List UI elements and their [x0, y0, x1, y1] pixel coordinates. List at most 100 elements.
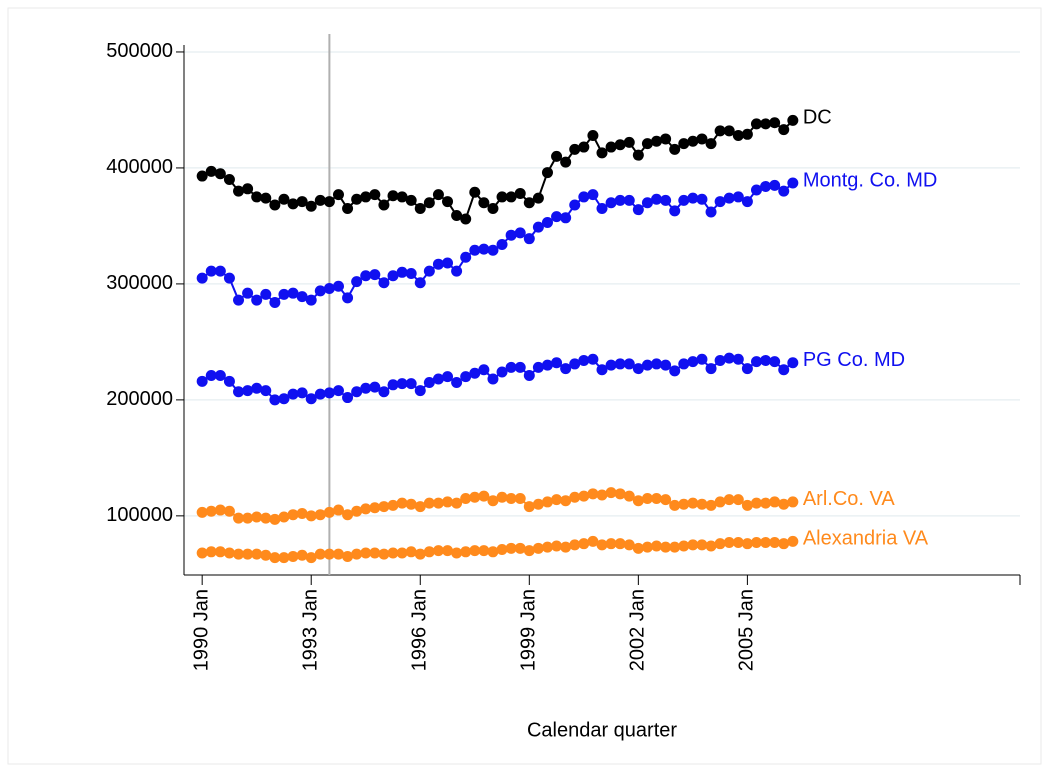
marker	[787, 496, 799, 508]
marker	[723, 125, 735, 137]
marker	[205, 165, 217, 177]
marker	[405, 546, 417, 558]
marker	[560, 541, 572, 553]
y-tick-label: 200000	[106, 388, 173, 410]
marker	[614, 538, 626, 550]
marker	[269, 199, 281, 211]
marker	[342, 550, 354, 562]
y-tick-label: 500000	[106, 40, 173, 62]
x-axis-title: Calendar quarter	[527, 719, 677, 741]
marker	[660, 133, 672, 145]
marker	[469, 545, 481, 557]
marker	[532, 361, 544, 373]
marker	[423, 376, 435, 388]
marker	[296, 387, 308, 399]
marker	[587, 535, 599, 547]
marker	[469, 367, 481, 379]
x-tick-label: 1990 Jan	[190, 589, 212, 671]
marker	[342, 392, 354, 404]
marker	[351, 386, 363, 398]
y-tick-label: 300000	[106, 272, 173, 294]
marker	[723, 352, 735, 364]
marker	[432, 189, 444, 201]
marker	[369, 189, 381, 201]
marker	[651, 358, 663, 370]
marker	[405, 267, 417, 279]
marker	[705, 363, 717, 375]
marker	[287, 550, 299, 562]
marker	[233, 294, 245, 306]
marker	[587, 488, 599, 500]
marker	[578, 141, 590, 153]
marker	[287, 287, 299, 299]
marker	[323, 548, 335, 560]
marker	[760, 180, 772, 192]
marker	[296, 196, 308, 208]
marker	[687, 192, 699, 204]
marker	[378, 277, 390, 289]
marker	[578, 538, 590, 550]
marker	[269, 552, 281, 564]
marker	[778, 185, 790, 197]
marker	[214, 504, 226, 516]
marker	[605, 359, 617, 371]
marker	[423, 497, 435, 509]
marker	[205, 265, 217, 277]
marker	[523, 501, 535, 513]
marker	[523, 370, 535, 382]
marker	[405, 194, 417, 206]
marker	[778, 498, 790, 510]
marker	[251, 294, 263, 306]
marker	[351, 505, 363, 517]
marker	[451, 209, 463, 221]
marker	[532, 221, 544, 233]
marker	[696, 498, 708, 510]
marker	[696, 353, 708, 365]
marker	[523, 545, 535, 557]
marker	[369, 547, 381, 559]
marker	[414, 548, 426, 560]
marker	[205, 370, 217, 382]
series-label: Montg. Co. MD	[803, 169, 937, 191]
marker	[551, 540, 563, 552]
marker	[669, 143, 681, 155]
marker	[432, 545, 444, 557]
marker	[278, 193, 290, 205]
marker	[442, 545, 454, 557]
marker	[351, 548, 363, 560]
marker	[387, 270, 399, 282]
marker	[660, 494, 672, 506]
marker	[242, 512, 254, 524]
marker	[451, 547, 463, 559]
marker	[487, 203, 499, 215]
marker	[378, 548, 390, 560]
marker	[396, 191, 408, 203]
marker	[660, 194, 672, 206]
marker	[423, 546, 435, 558]
marker	[632, 204, 644, 216]
marker	[596, 539, 608, 551]
marker	[714, 196, 726, 208]
marker	[378, 501, 390, 513]
marker	[505, 492, 517, 504]
marker	[196, 375, 208, 387]
marker	[214, 546, 226, 558]
marker	[523, 197, 535, 209]
marker	[741, 538, 753, 550]
marker	[342, 292, 354, 304]
marker	[214, 265, 226, 277]
marker	[405, 498, 417, 510]
marker	[251, 511, 263, 523]
marker	[769, 537, 781, 549]
marker	[323, 196, 335, 208]
marker	[669, 541, 681, 553]
marker	[496, 238, 508, 250]
marker	[741, 128, 753, 140]
marker	[305, 294, 317, 306]
marker	[560, 156, 572, 168]
marker	[369, 381, 381, 393]
marker	[569, 491, 581, 503]
marker	[514, 542, 526, 554]
marker	[451, 376, 463, 388]
marker	[787, 535, 799, 547]
